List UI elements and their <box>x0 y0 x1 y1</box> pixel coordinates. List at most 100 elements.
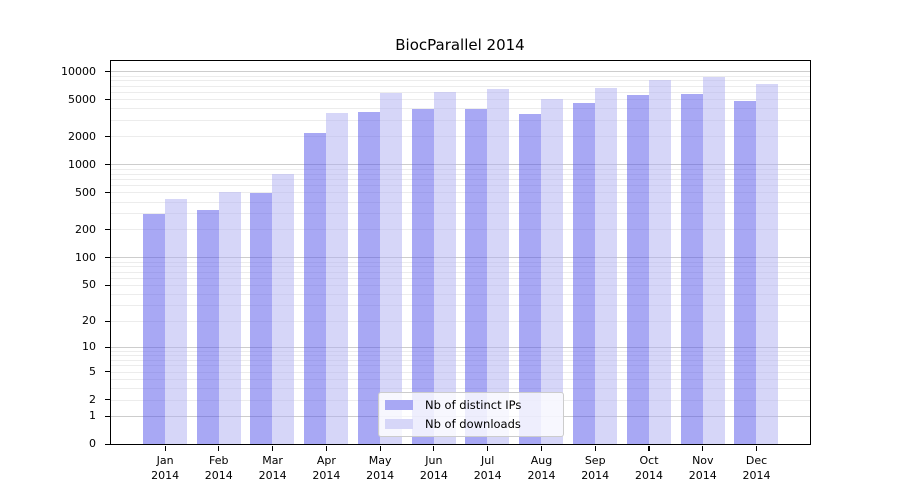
gridline-minor <box>111 271 810 273</box>
gridline-minor <box>111 277 810 279</box>
x-tick-label: Jun 2014 <box>419 454 448 482</box>
gridline-major <box>111 164 810 166</box>
gridline-minor <box>111 168 810 170</box>
y-tick-label: 10000 <box>61 64 96 78</box>
gridline-minor <box>111 192 810 194</box>
x-tick-mark <box>272 445 274 451</box>
gridline-minor <box>111 173 810 175</box>
gridline-minor <box>111 305 810 306</box>
x-tick-mark <box>594 445 596 451</box>
gridline-minor <box>111 201 810 203</box>
x-tick-mark <box>433 445 435 451</box>
bar-distinct-ips-jun <box>411 108 434 444</box>
legend-swatch-downloads-icon <box>385 418 413 430</box>
gridline-minor <box>111 378 810 380</box>
bar-downloads-sep <box>594 88 617 444</box>
y-tick-label: 50 <box>82 278 96 292</box>
bar-distinct-ips-may <box>357 112 380 444</box>
bar-downloads-apr <box>326 112 349 444</box>
legend-label-distinct-ips: Nb of distinct IPs <box>425 398 522 412</box>
gridline-major <box>111 347 810 348</box>
gridline-minor <box>111 261 810 263</box>
x-tick-label: Sep 2014 <box>581 454 610 482</box>
x-tick-label: Dec 2014 <box>742 454 771 482</box>
y-tick-mark <box>104 443 111 445</box>
y-tick-label: 10 <box>82 340 96 354</box>
x-tick-mark <box>487 445 489 451</box>
bar-distinct-ips-dec <box>734 100 757 444</box>
gridline-minor <box>111 371 810 373</box>
bar-downloads-mar <box>272 174 295 444</box>
bar-distinct-ips-oct <box>626 94 649 444</box>
y-tick-mark <box>104 399 111 401</box>
bar-distinct-ips-mar <box>250 192 273 444</box>
y-tick-label: 20 <box>82 314 96 328</box>
y-tick-label: 5000 <box>68 92 96 106</box>
y-tick-mark <box>104 99 111 101</box>
y-tick-mark <box>104 320 111 322</box>
x-tick-label: Aug 2014 <box>527 454 556 482</box>
gridline-minor <box>111 108 810 110</box>
gridline-minor <box>111 99 810 101</box>
y-tick-mark <box>104 164 111 166</box>
gridline-minor <box>111 359 810 361</box>
y-tick-label: 200 <box>75 222 96 236</box>
gridline-minor <box>111 266 810 268</box>
gridline-minor <box>111 136 810 138</box>
bar-downloads-jan <box>164 199 187 444</box>
gridline-major <box>111 257 810 259</box>
x-tick-label: Nov 2014 <box>688 454 717 482</box>
gridline-minor <box>111 120 810 121</box>
bar-distinct-ips-sep <box>572 103 595 444</box>
x-tick-label: Mar 2014 <box>258 454 287 482</box>
x-tick-label: Oct 2014 <box>635 454 663 482</box>
x-tick-mark <box>702 445 704 451</box>
plot-area <box>110 60 811 445</box>
bar-distinct-ips-aug <box>519 113 542 444</box>
y-tick-label: 5 <box>89 364 96 378</box>
x-tick-mark <box>325 445 327 451</box>
y-tick-label: 1000 <box>68 157 96 171</box>
y-tick-mark <box>104 192 111 194</box>
legend-item-distinct-ips: Nb of distinct IPs <box>385 396 557 415</box>
y-tick-label: 2000 <box>68 129 96 143</box>
legend-swatch-distinct-ips-icon <box>385 399 413 411</box>
gridline-minor <box>111 229 810 231</box>
bar-distinct-ips-apr <box>304 132 327 444</box>
gridline-minor <box>111 293 810 295</box>
y-tick-mark <box>104 415 111 417</box>
bar-downloads-nov <box>702 77 725 444</box>
y-tick-label: 1 <box>89 409 96 423</box>
x-tick-label: Feb 2014 <box>204 454 233 482</box>
bar-distinct-ips-nov <box>680 93 703 444</box>
y-tick-mark <box>104 257 111 259</box>
y-tick-mark <box>104 136 111 138</box>
bar-downloads-jun <box>433 92 456 444</box>
bar-downloads-feb <box>218 191 241 444</box>
legend-label-downloads: Nb of downloads <box>425 417 521 431</box>
bar-downloads-oct <box>648 80 671 444</box>
gridline-minor <box>111 320 810 322</box>
x-tick-mark <box>540 445 543 451</box>
x-tick-label: May 2014 <box>366 454 395 482</box>
bar-downloads-jul <box>487 88 510 444</box>
bar-distinct-ips-jul <box>465 109 488 444</box>
y-tick-label: 0 <box>89 437 96 451</box>
y-tick-mark <box>104 229 111 231</box>
gridlines-layer <box>111 61 810 444</box>
x-tick-label: Jul 2014 <box>473 454 502 482</box>
x-tick-label: Apr 2014 <box>312 454 341 482</box>
bar-distinct-ips-jan <box>142 214 165 444</box>
gridline-minor <box>111 92 810 93</box>
gridline-minor <box>111 85 810 87</box>
x-tick-label: Jan 2014 <box>151 454 180 482</box>
y-tick-mark <box>104 284 111 286</box>
bar-downloads-dec <box>756 84 779 444</box>
gridline-minor <box>111 350 810 352</box>
legend-item-downloads: Nb of downloads <box>385 415 557 434</box>
x-tick-mark <box>164 445 166 451</box>
y-tick-mark <box>104 371 111 373</box>
gridline-minor <box>111 75 810 77</box>
gridline-minor <box>111 80 810 82</box>
